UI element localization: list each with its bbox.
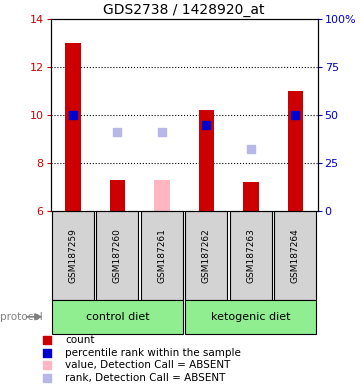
Bar bbox=[186, 300, 316, 334]
Bar bbox=[65, 43, 81, 211]
Point bbox=[44, 350, 50, 356]
Point bbox=[44, 337, 50, 343]
Text: GSM187261: GSM187261 bbox=[157, 228, 166, 283]
Text: GSM187259: GSM187259 bbox=[68, 228, 77, 283]
Point bbox=[248, 146, 254, 152]
Text: value, Detection Call = ABSENT: value, Detection Call = ABSENT bbox=[65, 360, 230, 370]
Bar bbox=[154, 180, 170, 211]
Bar bbox=[288, 91, 303, 211]
Text: control diet: control diet bbox=[86, 312, 149, 322]
Bar bbox=[199, 111, 214, 211]
Text: ketogenic diet: ketogenic diet bbox=[211, 312, 291, 322]
Text: GSM187264: GSM187264 bbox=[291, 228, 300, 283]
Bar bbox=[96, 211, 138, 300]
Text: percentile rank within the sample: percentile rank within the sample bbox=[65, 348, 241, 358]
Point bbox=[70, 112, 76, 118]
Text: GSM187263: GSM187263 bbox=[247, 228, 255, 283]
Text: rank, Detection Call = ABSENT: rank, Detection Call = ABSENT bbox=[65, 373, 225, 383]
Bar bbox=[52, 300, 183, 334]
Bar bbox=[230, 211, 272, 300]
Point bbox=[159, 129, 165, 135]
Text: protocol: protocol bbox=[0, 312, 43, 322]
Text: count: count bbox=[65, 335, 95, 345]
Point bbox=[44, 375, 50, 381]
Bar bbox=[186, 211, 227, 300]
Point bbox=[44, 362, 50, 368]
Point bbox=[204, 122, 209, 128]
Bar bbox=[52, 211, 94, 300]
Point bbox=[292, 112, 298, 118]
Text: GSM187262: GSM187262 bbox=[202, 228, 211, 283]
Bar bbox=[243, 182, 259, 211]
Title: GDS2738 / 1428920_at: GDS2738 / 1428920_at bbox=[103, 3, 265, 17]
Bar bbox=[274, 211, 316, 300]
Text: GSM187260: GSM187260 bbox=[113, 228, 122, 283]
Point bbox=[114, 129, 120, 135]
Bar bbox=[109, 180, 125, 211]
Bar bbox=[141, 211, 183, 300]
